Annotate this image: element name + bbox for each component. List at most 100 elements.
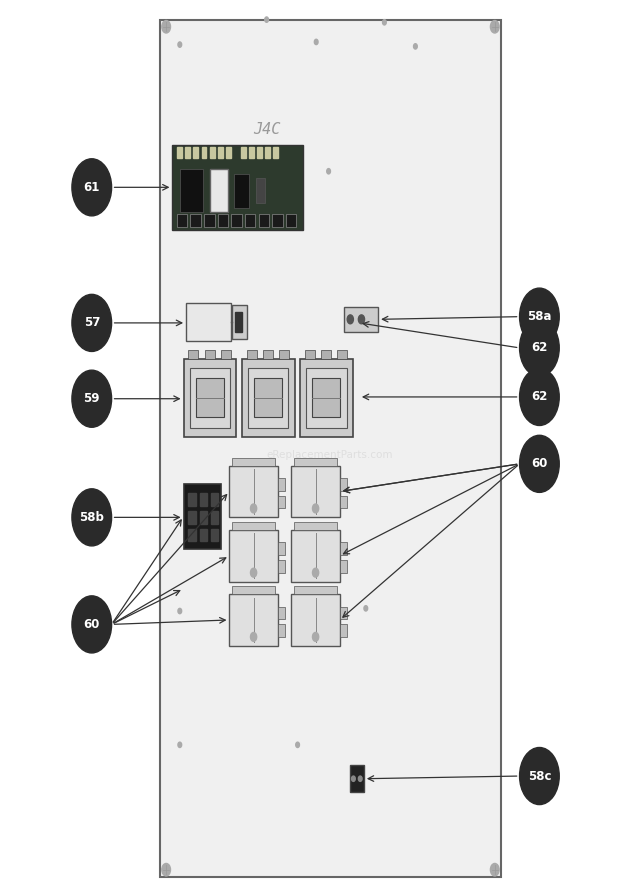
Text: 62: 62	[531, 391, 547, 403]
Text: J4C: J4C	[253, 122, 280, 136]
Bar	[184, 359, 236, 437]
Circle shape	[327, 169, 330, 174]
Circle shape	[520, 319, 559, 376]
Bar	[272, 214, 283, 227]
Text: 62: 62	[531, 342, 547, 354]
Bar	[344, 307, 378, 332]
Bar	[340, 478, 347, 491]
Bar	[235, 312, 242, 332]
Circle shape	[178, 608, 182, 614]
Bar	[340, 496, 347, 508]
Bar	[350, 765, 364, 792]
Circle shape	[358, 776, 362, 781]
Bar	[188, 529, 196, 541]
Circle shape	[383, 20, 386, 25]
Circle shape	[296, 742, 299, 747]
Bar	[294, 586, 337, 594]
Bar	[291, 530, 340, 582]
Circle shape	[520, 435, 559, 492]
Bar	[340, 607, 347, 619]
Bar	[247, 350, 257, 359]
Bar	[278, 478, 285, 491]
Bar	[340, 542, 347, 555]
Circle shape	[246, 169, 250, 174]
Circle shape	[250, 568, 257, 577]
Bar	[337, 350, 347, 359]
Bar	[177, 214, 187, 227]
Bar	[172, 145, 303, 230]
Text: 58a: 58a	[527, 310, 552, 323]
Bar	[278, 560, 285, 573]
Text: 58c: 58c	[528, 770, 551, 782]
Bar	[291, 466, 340, 517]
Circle shape	[358, 315, 365, 324]
Bar	[254, 378, 282, 417]
Bar	[210, 147, 215, 158]
Bar	[200, 511, 207, 524]
Bar	[180, 169, 203, 212]
Circle shape	[520, 368, 559, 425]
Bar	[256, 178, 265, 203]
Circle shape	[520, 747, 559, 805]
Text: 57: 57	[84, 317, 100, 329]
Circle shape	[250, 504, 257, 513]
Circle shape	[178, 167, 182, 172]
Bar	[226, 147, 231, 158]
Bar	[232, 522, 275, 530]
Bar	[184, 484, 221, 549]
Circle shape	[312, 504, 319, 513]
Bar	[278, 542, 285, 555]
Bar	[202, 147, 206, 158]
Circle shape	[364, 606, 368, 611]
Bar	[229, 594, 278, 646]
Bar	[177, 147, 182, 158]
Bar	[232, 458, 275, 466]
Bar	[259, 214, 269, 227]
Bar	[204, 214, 215, 227]
Bar	[305, 350, 315, 359]
FancyBboxPatch shape	[160, 20, 501, 877]
Bar	[229, 466, 278, 517]
Circle shape	[414, 44, 417, 49]
Bar	[294, 458, 337, 466]
Text: 59: 59	[84, 392, 100, 405]
Bar	[340, 560, 347, 573]
Bar	[205, 350, 215, 359]
Bar	[211, 529, 218, 541]
Bar	[265, 147, 270, 158]
Circle shape	[312, 632, 319, 641]
Circle shape	[162, 21, 170, 33]
Bar	[221, 350, 231, 359]
Bar	[286, 214, 296, 227]
Circle shape	[265, 17, 268, 22]
Bar	[231, 214, 242, 227]
Bar	[211, 493, 218, 506]
Bar	[242, 359, 294, 437]
Bar	[210, 169, 228, 212]
Bar	[340, 624, 347, 637]
Circle shape	[250, 632, 257, 641]
Bar	[232, 305, 247, 339]
Bar	[188, 493, 196, 506]
Bar	[232, 586, 275, 594]
Bar	[249, 147, 254, 158]
Text: 61: 61	[84, 181, 100, 194]
Bar	[300, 359, 353, 437]
Bar	[294, 522, 337, 530]
Circle shape	[72, 596, 112, 653]
Circle shape	[347, 315, 353, 324]
Circle shape	[352, 776, 355, 781]
Bar	[279, 350, 289, 359]
Circle shape	[314, 39, 318, 45]
Text: eReplacementParts.com: eReplacementParts.com	[267, 450, 393, 460]
Bar	[257, 147, 262, 158]
Bar	[188, 350, 198, 359]
Bar	[218, 147, 223, 158]
Bar	[196, 378, 224, 417]
Bar	[211, 511, 218, 524]
Circle shape	[72, 489, 112, 546]
Circle shape	[312, 568, 319, 577]
Bar	[229, 530, 278, 582]
Bar	[248, 368, 288, 428]
Bar	[312, 378, 340, 417]
